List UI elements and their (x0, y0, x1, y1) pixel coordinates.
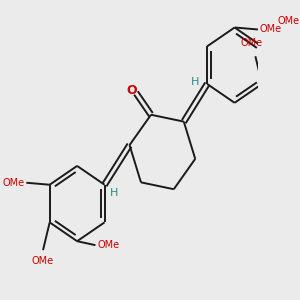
Text: OMe: OMe (278, 16, 300, 26)
Text: OMe: OMe (32, 256, 54, 266)
Text: OMe: OMe (260, 25, 282, 34)
Text: OMe: OMe (2, 178, 25, 188)
Text: H: H (191, 77, 200, 87)
Text: O: O (127, 85, 137, 98)
Text: H: H (110, 188, 119, 198)
Text: OMe: OMe (241, 38, 263, 48)
Text: OMe: OMe (97, 240, 119, 250)
